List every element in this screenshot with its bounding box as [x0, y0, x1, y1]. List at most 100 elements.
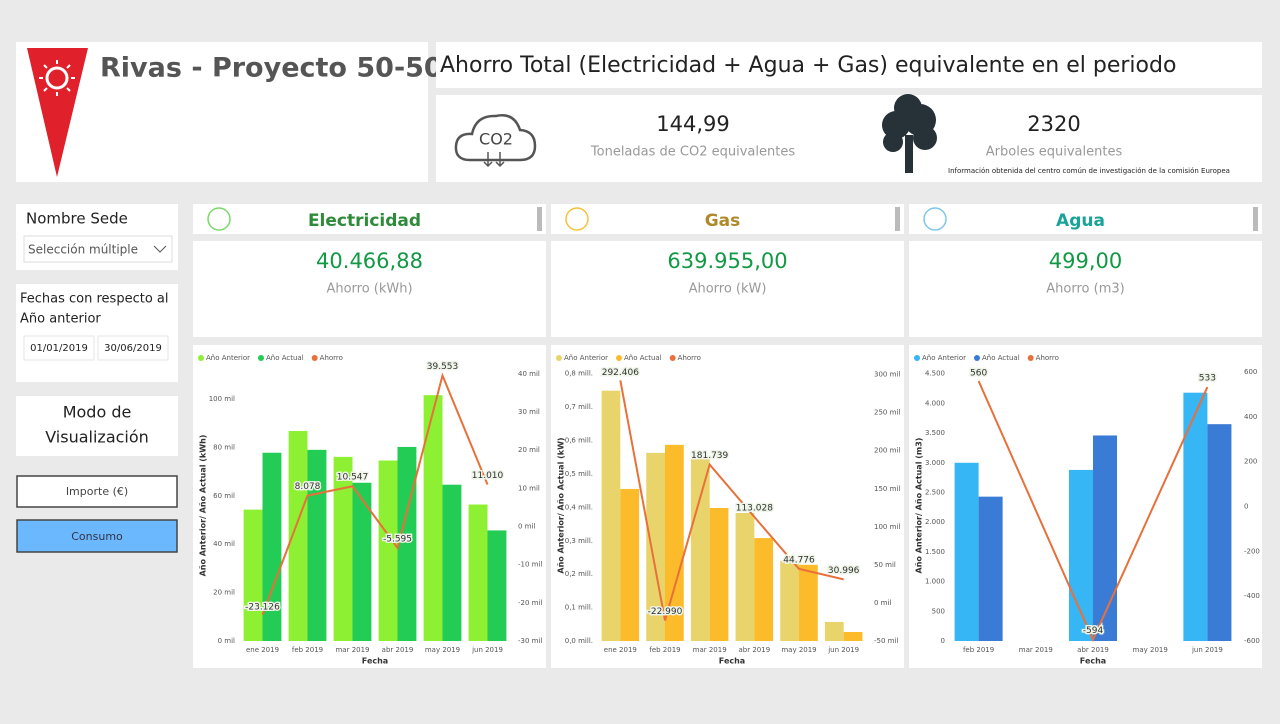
kpi-label: Ahorro (kWh)	[326, 282, 412, 297]
y-tick-label: 100 mil	[209, 395, 235, 403]
data-label: -594	[1083, 626, 1104, 636]
y2-tick-label: 250 mil	[874, 409, 900, 417]
sede-selection: Selección múltiple	[28, 243, 138, 257]
y-tick-label: 2.500	[925, 488, 945, 496]
data-label: 44.776	[783, 555, 815, 565]
y-tick-label: 0,6 mill.	[565, 437, 593, 445]
modo-label: Visualización	[45, 428, 149, 447]
bar	[780, 560, 799, 641]
logo	[27, 48, 88, 177]
y-tick-label: 3.000	[925, 459, 945, 467]
y-tick-label: 0	[941, 637, 945, 645]
kpi-label: Ahorro (kW)	[689, 282, 767, 297]
y-tick-label: 0 mil	[218, 637, 235, 645]
bar	[1093, 435, 1118, 641]
bar	[442, 484, 462, 641]
y2-tick-label: 0	[1244, 503, 1248, 511]
bar	[843, 631, 863, 641]
co2-icon	[454, 114, 537, 162]
y2-tick-label: -20 mil	[518, 599, 542, 607]
date-start-box[interactable]	[23, 335, 95, 361]
bar	[307, 449, 327, 641]
consumo-button[interactable]	[16, 519, 178, 553]
x-tick-label: feb 2019	[292, 646, 323, 654]
y-axis-title: Año Anterior/ Año Actual (kWh)	[199, 435, 208, 577]
importe-button-text: Importe (€)	[66, 485, 128, 498]
data-label: 181.739	[691, 451, 728, 461]
x-tick-label: abr 2019	[739, 646, 771, 654]
bar	[487, 530, 507, 641]
line	[619, 380, 844, 621]
x-tick-label: ene 2019	[604, 646, 637, 654]
card-title: Electricidad	[308, 211, 421, 231]
kpi-card	[193, 241, 546, 337]
card-icon	[923, 207, 947, 231]
x-axis-title: Fecha	[1080, 657, 1106, 666]
bar	[288, 430, 308, 641]
bar	[620, 488, 640, 641]
x-tick-label: ene 2019	[246, 646, 279, 654]
sede-dropdown[interactable]	[23, 235, 173, 263]
legend-marker	[311, 355, 318, 361]
card-title-bar	[909, 204, 1262, 234]
data-label: 560	[970, 368, 987, 378]
bar	[690, 458, 710, 641]
legend-label: Año Anterior	[206, 354, 250, 362]
modo-label: Modo de	[63, 403, 132, 422]
y-tick-label: 2.000	[925, 518, 945, 526]
data-label: -22.990	[648, 607, 683, 617]
y-axis-title: Año Anterior/ Año Actual (kW)	[557, 437, 566, 573]
y-tick-label: 4.000	[925, 399, 945, 407]
y-tick-label: 80 mil	[213, 443, 235, 451]
logo-sun	[45, 66, 69, 90]
trees-label: Arboles equivalentes	[986, 145, 1123, 160]
x-tick-label: may 2019	[781, 646, 816, 654]
kpi-value: 499,00	[1049, 249, 1122, 273]
kpi-value: 639.955,00	[667, 249, 787, 273]
card-title: Gas	[705, 211, 741, 231]
logo-rays	[39, 60, 75, 96]
line	[977, 380, 1209, 643]
x-tick-label: mar 2019	[693, 646, 727, 654]
y2-tick-label: 300 mil	[874, 371, 900, 379]
x-tick-label: mar 2019	[335, 646, 369, 654]
importe-button[interactable]	[16, 475, 178, 508]
y2-tick-label: 50 mil	[874, 561, 896, 569]
y2-tick-label: 100 mil	[874, 523, 900, 531]
card-icon	[565, 207, 589, 231]
y2-tick-label: 200	[1244, 458, 1257, 466]
x-tick-label: abr 2019	[382, 646, 414, 654]
card-title: Agua	[1056, 211, 1105, 231]
y-tick-label: 1.000	[925, 578, 945, 586]
kpi-card	[909, 241, 1262, 337]
y2-tick-label: 40 mil	[518, 370, 540, 378]
x-axis-title: Fecha	[719, 657, 745, 666]
data-label: 10.547	[337, 473, 369, 483]
card-title-bar	[193, 204, 546, 234]
y-tick-label: 0,5 mill.	[565, 470, 593, 478]
bar	[333, 456, 353, 641]
scrollbar	[1253, 207, 1258, 231]
kpi-card	[551, 241, 904, 337]
bar	[423, 395, 443, 641]
data-label: -5.595	[383, 534, 412, 544]
y-tick-label: 0,3 mill.	[565, 537, 593, 545]
bar	[754, 538, 774, 641]
data-label: 113.028	[736, 503, 773, 513]
legend-label: Año Actual	[982, 354, 1020, 362]
y-tick-label: 0,7 mill.	[565, 403, 593, 411]
y2-tick-label: -50 mil	[874, 637, 898, 645]
legend-marker	[198, 355, 204, 361]
date-end-box[interactable]	[97, 335, 169, 361]
y2-tick-label: -200	[1244, 547, 1260, 555]
bar	[1207, 424, 1232, 641]
legend-label: Ahorro	[1036, 354, 1059, 362]
legend-label: Año Actual	[266, 354, 304, 362]
fechas-panel	[16, 284, 178, 382]
data-label: 30.996	[828, 566, 860, 576]
sede-label: Nombre Sede	[26, 210, 128, 228]
y-tick-label: 0,2 mill.	[565, 570, 593, 578]
bar	[735, 513, 755, 641]
kpi-label: Ahorro (m3)	[1046, 282, 1124, 297]
